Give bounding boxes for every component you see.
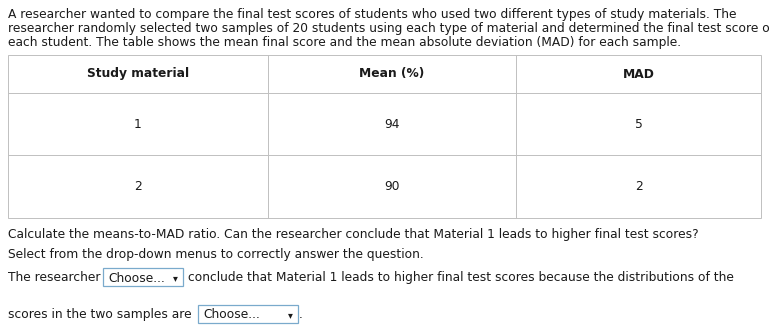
Text: Mean (%): Mean (%): [359, 68, 424, 81]
Text: 1: 1: [134, 118, 141, 130]
Text: ▾: ▾: [173, 273, 178, 283]
Text: 5: 5: [634, 118, 643, 130]
Text: The researcher: The researcher: [8, 271, 101, 284]
FancyBboxPatch shape: [198, 305, 298, 323]
Text: Select from the drop-down menus to correctly answer the question.: Select from the drop-down menus to corre…: [8, 248, 424, 261]
Text: scores in the two samples are: scores in the two samples are: [8, 308, 191, 321]
Text: MAD: MAD: [623, 68, 654, 81]
Text: Calculate the means-to-MAD ratio. Can the researcher conclude that Material 1 le: Calculate the means-to-MAD ratio. Can th…: [8, 228, 698, 241]
Text: ▾: ▾: [288, 310, 293, 320]
Text: A researcher wanted to compare the final test scores of students who used two di: A researcher wanted to compare the final…: [8, 8, 737, 21]
Text: Study material: Study material: [87, 68, 189, 81]
Text: each student. The table shows the mean final score and the mean absolute deviati: each student. The table shows the mean f…: [8, 36, 681, 49]
Text: conclude that Material 1 leads to higher final test scores because the distribut: conclude that Material 1 leads to higher…: [188, 271, 734, 284]
Text: 2: 2: [634, 180, 643, 193]
Bar: [8, 55, 761, 218]
Text: researcher randomly selected two samples of 20 students using each type of mater: researcher randomly selected two samples…: [8, 22, 769, 35]
Text: 94: 94: [384, 118, 400, 130]
Text: 90: 90: [384, 180, 400, 193]
Text: Choose...: Choose...: [203, 308, 260, 322]
FancyBboxPatch shape: [103, 268, 183, 286]
Text: Choose...: Choose...: [108, 271, 165, 285]
Text: 2: 2: [134, 180, 141, 193]
Text: .: .: [299, 308, 303, 321]
